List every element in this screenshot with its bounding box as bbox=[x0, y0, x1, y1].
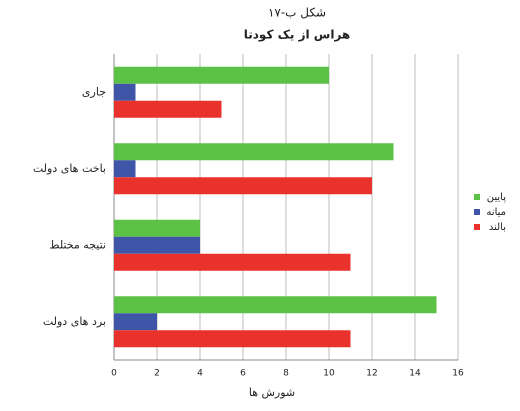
legend-label: بالند bbox=[489, 222, 506, 233]
legend-swatch bbox=[474, 194, 480, 200]
y-tick-label: جاری bbox=[82, 85, 106, 98]
x-tick-label: 8 bbox=[283, 369, 289, 379]
bar bbox=[114, 253, 351, 271]
bar bbox=[114, 160, 136, 178]
legend-label: میانه bbox=[486, 207, 506, 218]
bar bbox=[114, 296, 437, 314]
x-tick-label: 14 bbox=[409, 369, 421, 379]
bar bbox=[114, 219, 200, 237]
x-tick-label: 0 bbox=[111, 369, 117, 379]
y-tick-label: برد های دولت bbox=[43, 315, 106, 328]
x-tick-label: 6 bbox=[240, 369, 246, 379]
x-tick-label: 2 bbox=[154, 369, 160, 379]
legend-swatch bbox=[474, 224, 480, 230]
y-tick-label: نتیجه مختلط bbox=[49, 238, 106, 251]
bar bbox=[114, 83, 136, 101]
bar bbox=[114, 177, 372, 195]
chart-subtitle: هراس از یک کودتا bbox=[244, 28, 350, 43]
bar bbox=[114, 330, 351, 348]
legend-label: پایین bbox=[487, 192, 506, 203]
bar bbox=[114, 100, 222, 118]
bar bbox=[114, 66, 329, 84]
legend-swatch bbox=[474, 209, 480, 215]
bar bbox=[114, 143, 394, 161]
bar bbox=[114, 313, 157, 331]
chart-title: شکل ب-۱۷ bbox=[268, 6, 326, 20]
x-axis-label: شورش ها bbox=[249, 386, 295, 399]
y-tick-label: باخت های دولت bbox=[33, 162, 106, 175]
x-tick-label: 10 bbox=[323, 369, 335, 379]
bar bbox=[114, 236, 200, 254]
x-tick-label: 12 bbox=[366, 369, 377, 379]
x-tick-label: 4 bbox=[197, 369, 203, 379]
x-tick-label: 16 bbox=[452, 369, 464, 379]
